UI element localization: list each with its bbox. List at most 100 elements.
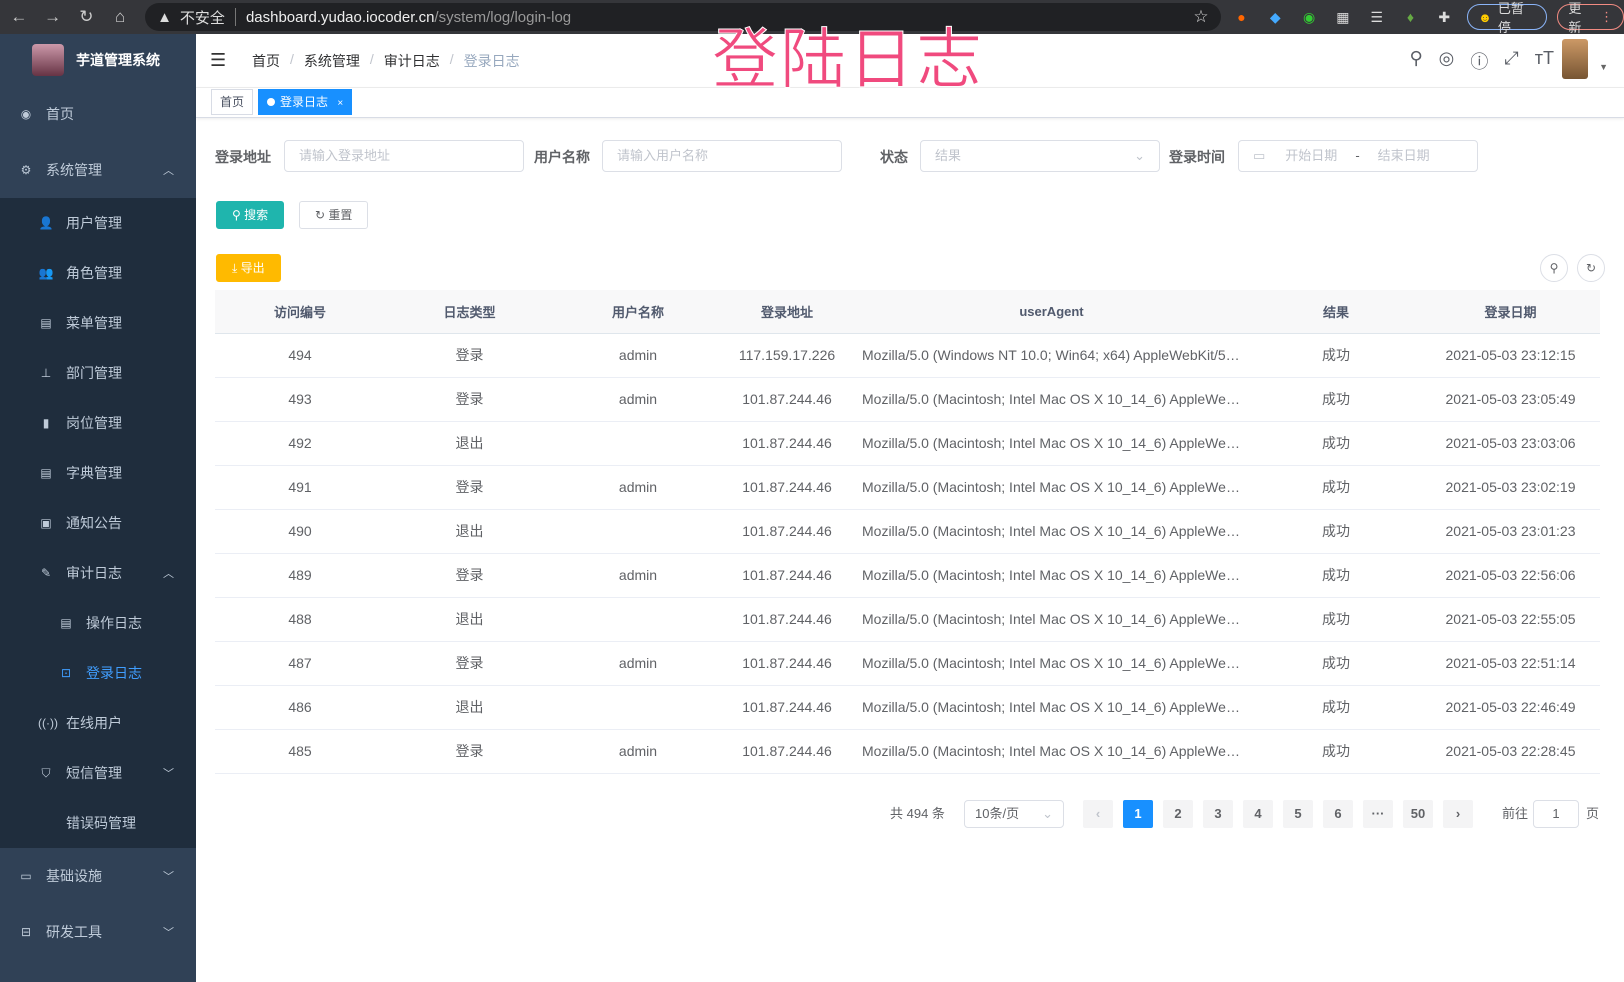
table-row[interactable]: 487 登录 admin 101.87.244.46 Mozilla/5.0 (Maci…: [215, 641, 1600, 686]
date-range-picker[interactable]: ▭ 开始日期 - 结束日期: [1238, 140, 1478, 172]
app-logo[interactable]: 芋道管理系统: [0, 34, 196, 86]
status-select[interactable]: 结果 ⌄: [920, 140, 1160, 172]
sidebar-item[interactable]: ▣ 通知公告: [0, 498, 196, 548]
table-row[interactable]: 491 登录 admin 101.87.244.46 Mozilla/5.0 (Maci…: [215, 465, 1600, 510]
page-size-select[interactable]: 10条/页 ⌄: [964, 800, 1064, 828]
table-row[interactable]: 490 退出 101.87.244.46 Mozilla/5.0 (Macintosh…: [215, 509, 1600, 554]
breadcrumb-item[interactable]: 系统管理: [303, 52, 360, 69]
fullscreen-icon[interactable]: ⤢: [1504, 47, 1519, 68]
tag-home[interactable]: 首页: [211, 89, 254, 115]
question-icon[interactable]: ⓘ: [1470, 51, 1489, 72]
sidebar-item[interactable]: ▤ 菜单管理: [0, 298, 196, 348]
sidebar-item[interactable]: 👤 用户管理: [0, 198, 196, 248]
search-icon: ⚲: [232, 208, 241, 222]
table-row[interactable]: 485 登录 admin 101.87.244.46 Mozilla/5.0 (Maci…: [215, 729, 1600, 774]
address-bar[interactable]: ▲ 不安全 dashboard.yudao.iocoder.cn/system/…: [145, 3, 1221, 31]
sidebar-item[interactable]: ⊥ 部门管理: [0, 348, 196, 398]
dict-icon: ▤: [40, 466, 52, 480]
sidebar-item[interactable]: 错误码管理: [0, 798, 196, 848]
font-size-icon[interactable]: ᴛT: [1534, 47, 1554, 68]
goto-page-input[interactable]: 1: [1533, 800, 1579, 828]
table-row[interactable]: 488 退出 101.87.244.46 Mozilla/5.0 (Macintosh…: [215, 597, 1600, 642]
page-button[interactable]: 1: [1123, 800, 1153, 828]
sidebar-item[interactable]: 👥 角色管理: [0, 248, 196, 298]
sidebar-item-label: 用户管理: [66, 215, 122, 231]
extension-icon[interactable]: ●: [1237, 9, 1246, 25]
page-button[interactable]: 6: [1323, 800, 1353, 828]
profile-button[interactable]: ☻ 已暂停: [1467, 1, 1548, 35]
search-icon[interactable]: ⚲: [1409, 47, 1423, 68]
extension-icon[interactable]: ▦: [1336, 8, 1350, 25]
bookmark-star-icon[interactable]: ☆: [1193, 7, 1209, 26]
reload-icon[interactable]: ↻: [79, 7, 94, 26]
forward-icon[interactable]: →: [44, 7, 62, 26]
table-cell: 486: [215, 685, 385, 730]
page-button[interactable]: ···: [1363, 800, 1393, 828]
chevron-up-icon: ︿: [163, 568, 174, 580]
hamburger-icon[interactable]: ☰: [210, 50, 227, 70]
user-icon: 👤: [38, 216, 54, 230]
table-cell: 2021-05-03 22:55:05: [1421, 597, 1600, 642]
update-button[interactable]: 更新 ⋮: [1557, 1, 1624, 35]
breadcrumb-item[interactable]: 审计日志: [383, 52, 440, 69]
table-cell: [554, 509, 722, 554]
start-date: 开始日期: [1285, 148, 1338, 163]
page-button[interactable]: 5: [1283, 800, 1313, 828]
sidebar-item[interactable]: ◉ 首页: [0, 86, 196, 142]
puzzle-icon[interactable]: ✚: [1438, 8, 1451, 25]
table-row[interactable]: 493 登录 admin 101.87.244.46 Mozilla/5.0 (Maci…: [215, 377, 1600, 422]
table-row[interactable]: 492 退出 101.87.244.46 Mozilla/5.0 (Macintosh…: [215, 421, 1600, 466]
sidebar-item[interactable]: ▮ 岗位管理: [0, 398, 196, 448]
sidebar-item-label: 研发工具: [46, 924, 102, 940]
table-cell: 101.87.244.46: [722, 729, 852, 774]
tag-login-log[interactable]: 登录日志 ×: [258, 89, 353, 115]
paused-label: 已暂停: [1497, 1, 1524, 35]
github-icon[interactable]: ◎: [1438, 47, 1455, 68]
sidebar-item[interactable]: ((·)) 在线用户: [0, 698, 196, 748]
breadcrumb-item[interactable]: 首页: [252, 52, 280, 69]
table-row[interactable]: 494 登录 admin 117.159.17.226 Mozilla/5.0 (Win…: [215, 333, 1600, 378]
validCode-icon: ⛉: [41, 765, 51, 780]
sidebar-item[interactable]: ✎ 审计日志 ︿: [0, 548, 196, 598]
table-cell: 2021-05-03 23:02:19: [1421, 465, 1600, 510]
next-page-button[interactable]: ›: [1443, 800, 1473, 828]
gear-icon: ⚙: [20, 163, 32, 177]
page-button[interactable]: 50: [1403, 800, 1433, 828]
sidebar-item[interactable]: ▭ 基础设施 ﹀: [0, 848, 196, 904]
sidebar-item[interactable]: ▤ 字典管理: [0, 448, 196, 498]
username-input[interactable]: 请输入用户名称: [602, 140, 842, 172]
back-icon[interactable]: ←: [10, 7, 28, 26]
sidebar-item-label: 菜单管理: [66, 315, 122, 331]
sidebar-item[interactable]: ⊡ 登录日志: [0, 648, 196, 698]
extension-icon[interactable]: ◉: [1302, 8, 1316, 25]
caret-down-icon[interactable]: ▼: [1599, 62, 1608, 72]
table-cell: Mozilla/5.0 (Macintosh; Intel Mac OS X 1…: [852, 377, 1251, 422]
export-button[interactable]: ⤓ 导出: [216, 254, 281, 282]
sidebar-item-label: 字典管理: [66, 465, 122, 481]
log-icon: ✎: [40, 566, 52, 580]
sidebar-item[interactable]: ⊟ 研发工具 ﹀: [0, 904, 196, 960]
sidebar-item[interactable]: ⚙ 系统管理 ︿: [0, 142, 196, 198]
prev-page-button[interactable]: ‹: [1083, 800, 1113, 828]
address-input[interactable]: 请输入登录地址: [284, 140, 524, 172]
page-button[interactable]: 4: [1243, 800, 1273, 828]
page-button[interactable]: 3: [1203, 800, 1233, 828]
sidebar-item-label: 角色管理: [66, 265, 122, 281]
refresh-button[interactable]: ↻: [1577, 254, 1605, 282]
page-button[interactable]: 2: [1163, 800, 1193, 828]
reset-button[interactable]: ↻ 重置: [299, 201, 369, 229]
home-icon[interactable]: ⌂: [115, 7, 126, 26]
close-icon[interactable]: ×: [337, 98, 344, 109]
extension-icon[interactable]: ♦: [1406, 9, 1415, 25]
extension-icon[interactable]: ◆: [1269, 8, 1281, 25]
sidebar-item[interactable]: ▤ 操作日志: [0, 598, 196, 648]
table-row[interactable]: 489 登录 admin 101.87.244.46 Mozilla/5.0 (Maci…: [215, 553, 1600, 598]
toggle-search-button[interactable]: ⚲: [1540, 254, 1568, 282]
sidebar-item[interactable]: ⛉ 短信管理 ﹀: [0, 748, 196, 798]
search-button[interactable]: ⚲ 搜索: [216, 201, 285, 229]
table-cell: 494: [215, 333, 385, 378]
extension-icon[interactable]: ☰: [1370, 8, 1383, 25]
table-cell: Mozilla/5.0 (Macintosh; Intel Mac OS X 1…: [852, 465, 1251, 510]
avatar[interactable]: [1562, 39, 1588, 79]
table-row[interactable]: 486 退出 101.87.244.46 Mozilla/5.0 (Macintosh…: [215, 685, 1600, 730]
